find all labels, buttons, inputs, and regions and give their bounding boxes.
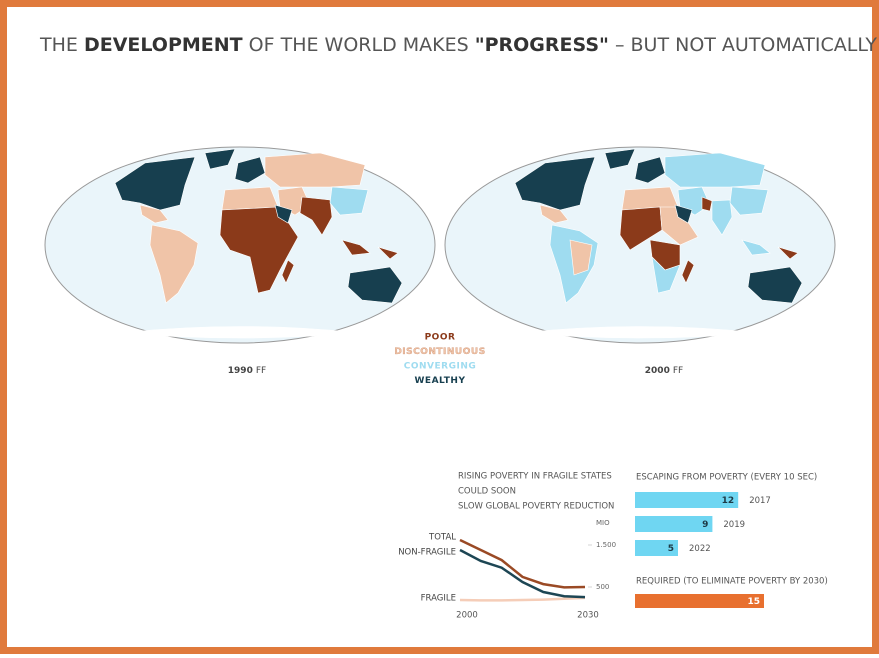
series-label: NON-FRAGILE — [398, 548, 456, 558]
bar-chart-title: ESCAPING FROM POVERTY (EVERY 10 SEC) — [636, 473, 817, 483]
y-tick-label: 500 — [596, 583, 609, 591]
line-chart-title: RISING POVERTY IN FRAGILE STATES — [458, 472, 612, 482]
title-part: OF THE WORLD MAKES — [243, 34, 475, 56]
legend-label: DISCONTINUOUS — [394, 347, 485, 357]
title-part: – BUT NOT AUTOMATICALLY — [609, 34, 877, 56]
bar — [635, 540, 678, 556]
map-year: 2000 — [645, 366, 670, 376]
required-value: 15 — [747, 597, 760, 607]
legend-label: POOR — [425, 333, 456, 343]
line-chart-title: SLOW GLOBAL POVERTY REDUCTION — [458, 502, 614, 512]
title: THE DEVELOPMENT OF THE WORLD MAKES "PROG… — [39, 34, 877, 56]
series-label: FRAGILE — [421, 594, 456, 604]
map-2000 — [444, 146, 836, 344]
map-label: 2000 FF — [645, 366, 683, 376]
unit-label: MIO — [596, 519, 610, 527]
line — [459, 538, 586, 589]
bar-category: 2019 — [723, 520, 745, 530]
x-tick-label: 2000 — [456, 611, 478, 621]
bar-value: 9 — [702, 520, 708, 530]
required-bar — [635, 594, 764, 608]
line — [459, 548, 586, 599]
map-label: 1990 FF — [228, 366, 266, 376]
map-year: 1990 — [228, 366, 253, 376]
title-part: THE — [39, 34, 84, 56]
y-tick-label: 1.500 — [596, 541, 616, 549]
bar-value: 12 — [722, 496, 735, 506]
line-chart-title: COULD SOON — [458, 487, 516, 497]
legend-label: WEALTHY — [415, 376, 466, 386]
bar — [635, 516, 713, 532]
bar-category: 2017 — [749, 496, 771, 506]
map-note: FF — [673, 366, 683, 376]
map-note: FF — [256, 366, 266, 376]
line — [459, 596, 586, 602]
series-label: TOTAL — [428, 533, 456, 543]
bar-value: 5 — [668, 544, 674, 554]
legend-label: CONVERGING — [404, 362, 477, 372]
bar — [635, 492, 739, 508]
title-part: "PROGRESS" — [475, 34, 609, 56]
required-title: REQUIRED (TO ELIMINATE POVERTY BY 2030) — [636, 577, 828, 587]
bar-category: 2022 — [689, 544, 711, 554]
generated: 1990 FF 2000 FFPOORDISCONTINUOUSCONVERGINGW… — [228, 333, 828, 621]
title-part: DEVELOPMENT — [84, 34, 243, 56]
map-1990 — [44, 146, 436, 344]
x-tick-label: 2030 — [577, 611, 599, 621]
